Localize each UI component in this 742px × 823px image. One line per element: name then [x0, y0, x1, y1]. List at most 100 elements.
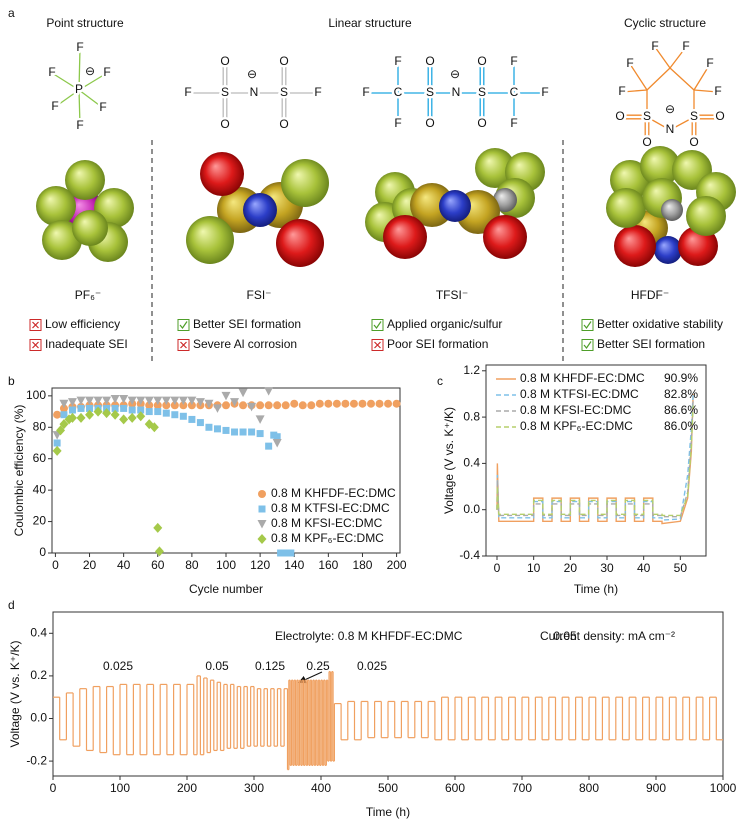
check-mark: [583, 321, 592, 329]
y-tick-label: 0.4: [463, 456, 480, 470]
point: [85, 396, 95, 406]
point: [367, 399, 375, 408]
point: [238, 388, 248, 398]
x-tick-label: 140: [284, 558, 304, 572]
y-tick-label: 0.2: [30, 668, 47, 682]
point: [153, 401, 162, 410]
atom-label: C: [510, 85, 519, 99]
status-icon: [177, 319, 190, 331]
legend-annotation: 86.0%: [664, 419, 698, 433]
x-axis-title: Cycle number: [189, 582, 263, 596]
legend-label: 0.8 M KPF₆-EC:DMC: [271, 531, 384, 545]
y-tick-label: -0.2: [26, 753, 47, 767]
point: [307, 401, 316, 410]
point: [239, 401, 248, 410]
point: [187, 396, 197, 406]
x-tick-label: 400: [311, 781, 331, 795]
point: [349, 399, 358, 408]
legend-label: 0.8 M KHFDF-EC:DMC: [271, 486, 396, 500]
point: [93, 406, 103, 417]
atom-label: S: [643, 109, 651, 123]
point: [119, 414, 129, 425]
atom-label: F: [626, 56, 633, 70]
point: [248, 428, 256, 436]
x-tick-label: 0: [52, 558, 59, 572]
point: [247, 402, 257, 412]
legend-marker: [258, 505, 266, 513]
point: [384, 399, 393, 408]
y-tick-label: 0.0: [30, 711, 47, 725]
y-tick-label: 0.0: [463, 502, 480, 516]
atom-label: ⊖: [85, 64, 95, 78]
bond: [51, 72, 80, 91]
space-filling-models: [36, 146, 736, 267]
point: [162, 409, 170, 417]
atom-label: S: [690, 109, 698, 123]
point: [187, 401, 196, 410]
atom-label: F: [394, 116, 401, 130]
point: [290, 399, 299, 408]
atom-label: O: [615, 109, 624, 123]
atom-label: C: [394, 85, 403, 99]
point: [59, 404, 68, 413]
point: [119, 395, 129, 404]
cross-mark: [374, 341, 381, 349]
atom-label: N: [666, 122, 675, 136]
rate-label: 0.25: [306, 659, 330, 673]
point: [136, 396, 146, 406]
x-tick-label: 900: [646, 781, 666, 795]
point: [85, 409, 95, 420]
panel-label: c: [437, 374, 443, 388]
point: [68, 406, 76, 414]
y-tick-label: 40: [33, 482, 47, 496]
point: [76, 396, 86, 406]
legend-label: 0.8 M KFSI-EC:DMC: [271, 516, 383, 530]
point: [170, 401, 179, 410]
feature-text: Better oxidative stability: [597, 317, 723, 331]
atom-label: N: [250, 85, 259, 99]
y-tick-label: 0.8: [463, 409, 480, 423]
point: [264, 401, 273, 410]
feature-text: Poor SEI formation: [387, 337, 488, 351]
point: [273, 401, 282, 410]
point: [145, 408, 153, 416]
x-tick-label: 200: [177, 781, 197, 795]
point: [127, 396, 137, 406]
point: [315, 399, 324, 408]
y-tick-label: 0: [39, 545, 46, 559]
molecule-name: PF₆⁻: [75, 288, 102, 302]
point: [67, 398, 77, 407]
bond: [54, 89, 80, 108]
point: [56, 425, 66, 436]
point: [154, 546, 164, 557]
atom-label: F: [541, 85, 548, 99]
molecule-name: TFSI⁻: [436, 288, 468, 302]
x-tick-label: 200: [387, 558, 407, 572]
check-mark: [373, 321, 382, 329]
x-tick-label: 100: [110, 781, 130, 795]
legend-annotation: 86.6%: [664, 403, 698, 417]
point: [76, 412, 86, 423]
point: [256, 430, 264, 438]
molecule-name: FSI⁻: [246, 288, 271, 302]
bond: [669, 67, 695, 91]
point: [178, 396, 188, 406]
annotation: Current density: mA cm⁻²: [540, 629, 675, 643]
point: [212, 404, 222, 413]
point: [145, 401, 154, 410]
point: [213, 425, 221, 433]
atom-label: ⊖: [450, 67, 460, 81]
cross-mark: [180, 341, 187, 349]
atom-label: N: [452, 85, 461, 99]
atom-label: F: [706, 56, 713, 70]
point: [128, 406, 136, 414]
atom-label: F: [651, 39, 658, 53]
x-tick-label: 50: [674, 561, 688, 575]
atom-label: F: [184, 85, 191, 99]
point: [256, 401, 265, 410]
point: [102, 408, 112, 419]
x-tick-label: 10: [527, 561, 541, 575]
series-line: [496, 399, 694, 518]
group-header: Point structure: [46, 16, 124, 30]
status-icon: [581, 339, 594, 351]
